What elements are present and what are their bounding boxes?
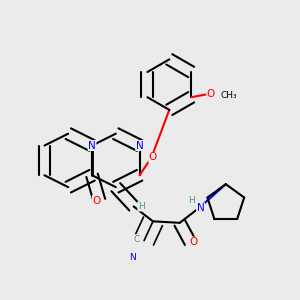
Text: CH₃: CH₃ xyxy=(220,91,237,100)
Text: H: H xyxy=(188,196,195,205)
Text: N: N xyxy=(88,140,96,151)
Text: C: C xyxy=(134,235,140,244)
Text: N: N xyxy=(136,140,143,151)
Text: H: H xyxy=(138,202,145,211)
Text: N: N xyxy=(129,253,136,262)
Text: O: O xyxy=(207,88,215,98)
Text: O: O xyxy=(189,237,197,247)
Text: O: O xyxy=(92,196,101,206)
Text: O: O xyxy=(149,152,157,162)
Text: N: N xyxy=(197,203,204,213)
